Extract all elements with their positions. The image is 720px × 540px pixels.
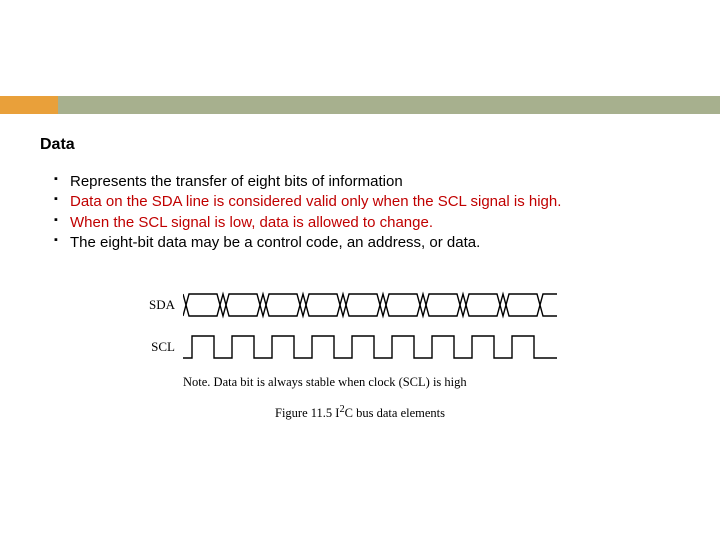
sda-row: SDA [145,291,575,319]
section-heading: Data [40,136,680,154]
sda-label: SDA [145,297,183,313]
sda-waveform [183,291,563,319]
caption-suffix: C bus data elements [345,406,445,420]
scl-label: SCL [145,339,183,355]
bullet-item: Data on the SDA line is considered valid… [54,192,680,212]
scl-waveform [183,333,563,361]
title-bar [0,96,720,114]
figure-caption: Figure 11.5 I2C bus data elements [145,404,575,421]
figure-note: Note. Data bit is always stable when clo… [145,375,575,390]
olive-bar [58,96,720,114]
accent-block [0,96,58,114]
bullet-item: Represents the transfer of eight bits of… [54,172,680,192]
caption-prefix: Figure 11.5 I [275,406,339,420]
bullet-list: Represents the transfer of eight bits of… [40,172,680,253]
bullet-item: The eight-bit data may be a control code… [54,233,680,253]
bullet-item: When the SCL signal is low, data is allo… [54,213,680,233]
slide-content: Data Represents the transfer of eight bi… [0,114,720,421]
scl-row: SCL [145,333,575,361]
timing-figure: SDA SCL Note. Data bit is always stable … [145,291,575,421]
